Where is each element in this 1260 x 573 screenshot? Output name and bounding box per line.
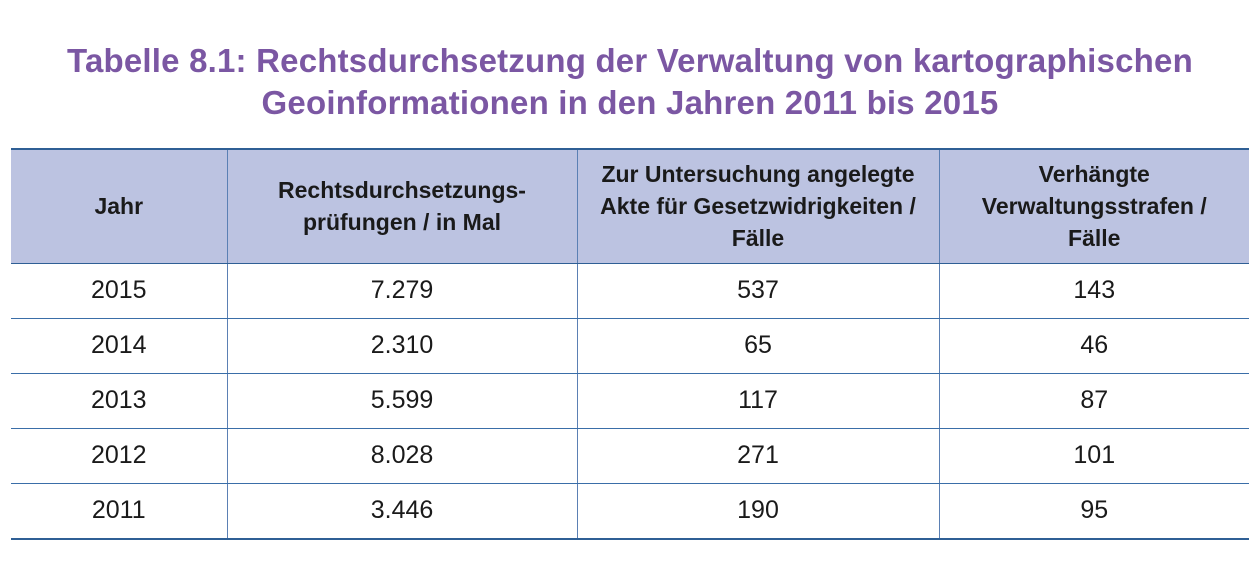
column-header-strafen: Verhängte Verwaltungsstrafen / Fälle (938, 148, 1249, 264)
cell-pruefungen: 3.446 (226, 483, 577, 540)
cell-year: 2014 (11, 318, 227, 374)
header-text: Verhängte (1038, 161, 1150, 188)
cell-pruefungen: 2.310 (226, 318, 577, 374)
column-header-pruefungen: Rechtsdurchsetzungs- prüfungen / in Mal (226, 148, 577, 264)
table-row: 2012 8.028 271 101 (11, 428, 1249, 484)
header-text: Zur Untersuchung angelegte (601, 161, 915, 188)
header-text: Verwaltungsstrafen / (981, 193, 1207, 220)
cell-strafen: 46 (938, 318, 1249, 374)
cell-strafen: 143 (938, 263, 1249, 319)
cell-akte: 537 (576, 263, 939, 319)
cell-akte: 190 (576, 483, 939, 540)
table-row: 2013 5.599 117 87 (11, 373, 1249, 429)
table-title: Tabelle 8.1: Rechtsdurchsetzung der Verw… (0, 40, 1260, 124)
cell-strafen: 87 (938, 373, 1249, 429)
column-header-jahr: Jahr (11, 148, 227, 264)
cell-strafen: 101 (938, 428, 1249, 484)
cell-year: 2011 (11, 483, 227, 540)
table-title-line-1: Tabelle 8.1: Rechtsdurchsetzung der Verw… (67, 42, 1193, 79)
cell-pruefungen: 5.599 (226, 373, 577, 429)
table-title-line-2: Geoinformationen in den Jahren 2011 bis … (261, 84, 999, 121)
cell-akte: 117 (576, 373, 939, 429)
data-table: Jahr Rechtsdurchsetzungs- prüfungen / in… (11, 148, 1249, 540)
cell-akte: 271 (576, 428, 939, 484)
table-row: 2011 3.446 190 95 (11, 483, 1249, 540)
table-row: 2015 7.279 537 143 (11, 263, 1249, 319)
cell-strafen: 95 (938, 483, 1249, 540)
cell-pruefungen: 8.028 (226, 428, 577, 484)
table-row: 2014 2.310 65 46 (11, 318, 1249, 374)
cell-year: 2015 (11, 263, 227, 319)
header-text: Rechtsdurchsetzungs- (278, 177, 526, 204)
table-body: 2015 7.279 537 143 2014 2.310 65 46 2013… (11, 263, 1249, 540)
header-row: Jahr Rechtsdurchsetzungs- prüfungen / in… (11, 148, 1249, 264)
header-text: prüfungen / in Mal (302, 209, 502, 236)
cell-akte: 65 (576, 318, 939, 374)
cell-year: 2013 (11, 373, 227, 429)
table-header: Jahr Rechtsdurchsetzungs- prüfungen / in… (11, 148, 1249, 264)
cell-year: 2012 (11, 428, 227, 484)
header-text: Jahr (94, 193, 144, 220)
header-text: Fälle (1068, 225, 1121, 252)
column-header-akte: Zur Untersuchung angelegte Akte für Gese… (576, 148, 939, 264)
header-text: Akte für Gesetzwidrigkeiten / (600, 193, 916, 220)
header-text: Fälle (731, 225, 785, 252)
cell-pruefungen: 7.279 (226, 263, 577, 319)
